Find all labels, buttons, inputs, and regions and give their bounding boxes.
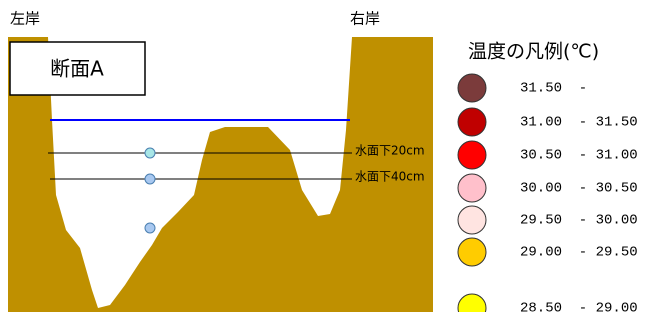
- legend-label: 30.50 - 31.00: [520, 148, 638, 164]
- legend-label: 31.50 -: [520, 81, 587, 97]
- river-section-diagram: 左岸 右岸 断面A 水面下20cm 水面下40cm 温度の凡例(℃) 31.50…: [0, 0, 665, 312]
- legend-swatch: [458, 294, 486, 312]
- legend-label: 29.50 - 30.00: [520, 213, 638, 229]
- legend-swatch: [458, 238, 486, 266]
- left-bank-label: 左岸: [10, 10, 40, 28]
- section-title: 断面A: [50, 57, 104, 81]
- legend-label: 29.00 - 29.50: [520, 245, 638, 261]
- legend-title: 温度の凡例(℃): [468, 41, 599, 63]
- sensor-point: [145, 174, 155, 184]
- legend-swatch: [458, 206, 486, 234]
- legend-swatch: [458, 108, 486, 136]
- legend-label: 30.00 - 30.50: [520, 181, 638, 197]
- depth-label: 水面下20cm: [355, 144, 425, 158]
- legend-swatch: [458, 141, 486, 169]
- legend-swatch: [458, 174, 486, 202]
- legend-swatch: [458, 74, 486, 102]
- depth-label: 水面下40cm: [355, 170, 425, 184]
- legend: 31.50 - 31.00 - 31.50 30.50 - 31.00 30.00 -…: [458, 74, 638, 312]
- legend-label: 28.50 - 29.00: [520, 301, 638, 312]
- right-bank-label: 右岸: [350, 10, 380, 28]
- sensor-point: [145, 148, 155, 158]
- sensor-point: [145, 223, 155, 233]
- legend-label: 31.00 - 31.50: [520, 115, 638, 131]
